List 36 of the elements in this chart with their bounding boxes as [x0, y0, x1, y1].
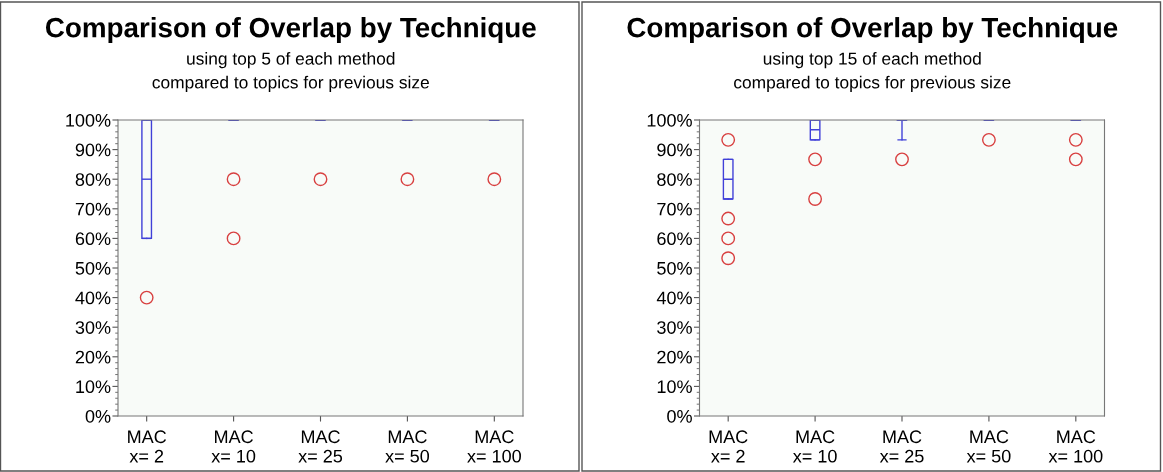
x-tick-label: MAC x= 100 — [1048, 430, 1103, 463]
x-tick-label: MAC x= 50 — [966, 430, 1011, 463]
y-tick-label: 100% — [66, 113, 111, 127]
x-tick-label: MAC x= 2 — [709, 430, 748, 463]
y-tick-label: 0% — [667, 409, 692, 423]
y-tick-label: 30% — [75, 321, 111, 334]
y-tick-label: 80% — [657, 173, 692, 186]
x-tick-label: MAC x= 2 — [128, 430, 167, 463]
chart-title: Comparison of Overlap by Technique — [45, 17, 536, 43]
chart-subtitle: using top 5 of each method compared to topics for previous size — [152, 52, 429, 92]
y-tick-label: 40% — [656, 291, 692, 305]
y-tick-label: 70% — [75, 202, 111, 216]
y-tick-label: 10% — [657, 380, 692, 394]
x-tick-label: MAC x= 100 — [467, 430, 521, 463]
x-tick-label: MAC x= 10 — [792, 430, 837, 463]
chart-title: Comparison of Overlap by Technique — [627, 17, 1118, 43]
y-tick-label: 60% — [657, 232, 692, 246]
y-tick-label: 100% — [647, 113, 692, 127]
y-tick-label: 80% — [75, 173, 111, 186]
y-tick-label: 90% — [75, 143, 111, 157]
y-tick-label: 90% — [657, 143, 692, 157]
y-tick-label: 10% — [76, 380, 111, 394]
y-tick-label: 50% — [657, 261, 692, 275]
y-tick-label: 0% — [85, 409, 111, 423]
chart-subtitle: using top 15 of each method compared to topics for previous size — [734, 52, 1011, 92]
y-tick-label: 30% — [657, 321, 692, 334]
x-tick-label: MAC x= 25 — [879, 430, 924, 463]
x-tick-label: MAC x= 50 — [385, 430, 430, 463]
y-tick-label: 70% — [657, 202, 692, 216]
y-tick-label: 40% — [75, 291, 111, 305]
y-tick-label: 20% — [75, 350, 111, 364]
x-tick-label: MAC x= 10 — [211, 430, 256, 463]
y-tick-label: 50% — [75, 261, 111, 275]
x-tick-label: MAC x= 25 — [298, 430, 343, 463]
y-tick-label: 20% — [657, 350, 692, 364]
y-tick-label: 60% — [75, 232, 111, 246]
